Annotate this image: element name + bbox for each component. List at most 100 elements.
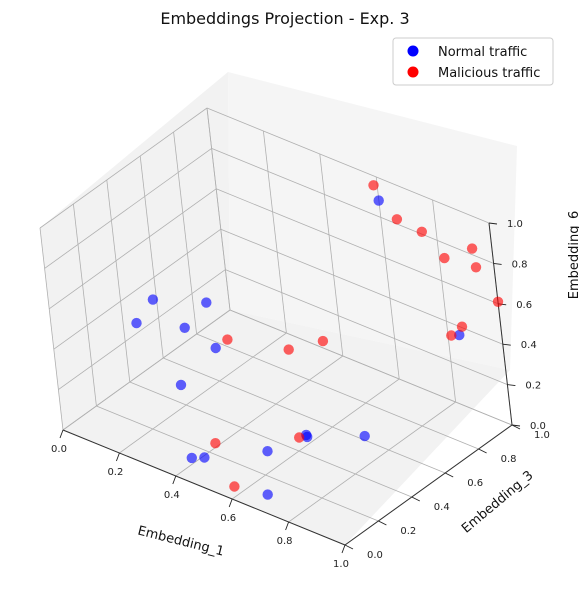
normal-traffic-point <box>175 379 187 391</box>
malicious-traffic-point <box>368 180 379 191</box>
grid-line <box>73 203 97 407</box>
legend-marker-normal <box>407 45 419 57</box>
y-tick-label: 1.0 <box>534 430 550 441</box>
z-tick-label: 0.2 <box>525 381 541 392</box>
malicious-traffic-point <box>466 243 478 254</box>
legend: Normal traffic Malicious traffic <box>392 37 554 86</box>
x-axis-line <box>62 429 346 546</box>
grid-line <box>375 176 400 380</box>
x-tick <box>285 521 290 531</box>
y-tick <box>411 496 421 502</box>
z-tick <box>507 384 516 387</box>
malicious-traffic-point <box>391 214 403 225</box>
normal-traffic-point <box>373 195 384 206</box>
grid-line <box>263 130 287 334</box>
normal-traffic-point <box>210 342 221 354</box>
normal-traffic-point <box>179 322 190 333</box>
normal-traffic-point <box>262 489 273 500</box>
grid-line <box>231 378 400 500</box>
axis-ticks: 0.0 0.0 0.0 0.2 0.2 0.2 0.4 0.4 0.4 0.6 0.6 0.6 0.8 0… <box>51 219 550 570</box>
grid-line <box>96 405 379 522</box>
normal-traffic-point <box>186 452 197 464</box>
malicious-traffic-point <box>210 438 221 449</box>
grid-line <box>58 269 226 390</box>
malicious-traffic-point <box>283 344 294 355</box>
normal-traffic-point <box>454 329 465 341</box>
chart-title: Embeddings Projection - Exp. 3 <box>160 9 409 28</box>
y-tick-label: 0.0 <box>367 550 383 561</box>
z-tick-label: 1.0 <box>507 219 523 230</box>
malicious-traffic-point <box>470 262 482 273</box>
grid-line <box>139 155 164 359</box>
normal-traffic-point <box>131 317 142 329</box>
y-tick <box>478 448 487 454</box>
malicious-traffic-point <box>456 321 468 332</box>
grid-line <box>62 309 231 431</box>
malicious-traffic-point <box>416 226 427 237</box>
left-pane <box>40 72 230 430</box>
y-axis-line <box>344 424 513 546</box>
grid-line <box>288 401 456 523</box>
malicious-traffic-point <box>229 481 240 492</box>
grid-line <box>53 228 222 350</box>
grid-line <box>196 333 479 450</box>
grid-line <box>206 107 231 311</box>
x-tick-label: 0.8 <box>277 536 293 547</box>
y-tick <box>444 472 454 478</box>
x-tick <box>341 544 346 554</box>
z-tick-label: 0.6 <box>516 300 532 311</box>
grid-line <box>229 309 513 426</box>
x-tick <box>115 452 120 462</box>
z-axis-line <box>488 222 513 426</box>
grid-line <box>129 381 412 498</box>
legend-box <box>392 37 554 86</box>
z-tick-label: 0.8 <box>512 259 528 270</box>
z-tick-label: 0.4 <box>521 340 537 351</box>
grid-line <box>211 148 494 264</box>
z-axis-label: Embedding_6 <box>567 211 579 300</box>
grid-line <box>106 179 131 383</box>
x-tick <box>172 475 177 485</box>
x-tick <box>59 429 64 439</box>
normal-traffic-point <box>359 430 370 442</box>
grid-line <box>173 131 197 335</box>
x-tick-label: 0.2 <box>107 467 123 478</box>
malicious-traffic-point <box>446 330 457 341</box>
grid-line <box>48 188 217 310</box>
x-tick-label: 0.4 <box>164 490 180 501</box>
malicious-traffic-point <box>222 334 233 345</box>
axis-lines <box>62 222 513 546</box>
y-tick-label: 0.4 <box>434 502 450 513</box>
y-tick-label: 0.8 <box>501 454 517 465</box>
y-tick <box>378 520 387 526</box>
z-tick-label: 0.0 <box>530 421 546 432</box>
malicious-traffic-point <box>317 335 329 347</box>
grid-line <box>119 332 287 454</box>
grid-line <box>163 357 446 474</box>
x-tick <box>228 498 233 508</box>
legend-label-malicious: Malicious traffic <box>438 66 540 81</box>
y-tick <box>344 544 354 550</box>
z-tick <box>502 343 511 346</box>
grid-line <box>39 107 208 229</box>
normal-traffic-point <box>262 446 273 457</box>
normal-traffic-point <box>199 452 210 463</box>
y-tick-label: 0.6 <box>467 478 483 489</box>
grid-line <box>432 199 456 403</box>
normal-traffic-point <box>201 297 212 308</box>
scatter-points <box>131 180 504 500</box>
x-tick-label: 0.6 <box>220 513 236 524</box>
x-tick-label: 0.0 <box>51 444 67 455</box>
malicious-traffic-point <box>439 252 450 264</box>
z-tick <box>488 222 498 225</box>
grid-line <box>206 107 490 224</box>
grid-line <box>220 228 503 345</box>
grid-line <box>44 148 212 269</box>
x-axis-label: Embedding_1 <box>136 524 226 560</box>
grid-line <box>216 188 499 305</box>
malicious-traffic-point <box>492 296 504 307</box>
legend-marker-malicious <box>407 66 419 78</box>
normal-traffic-point <box>147 294 159 305</box>
grid-line <box>225 269 508 385</box>
